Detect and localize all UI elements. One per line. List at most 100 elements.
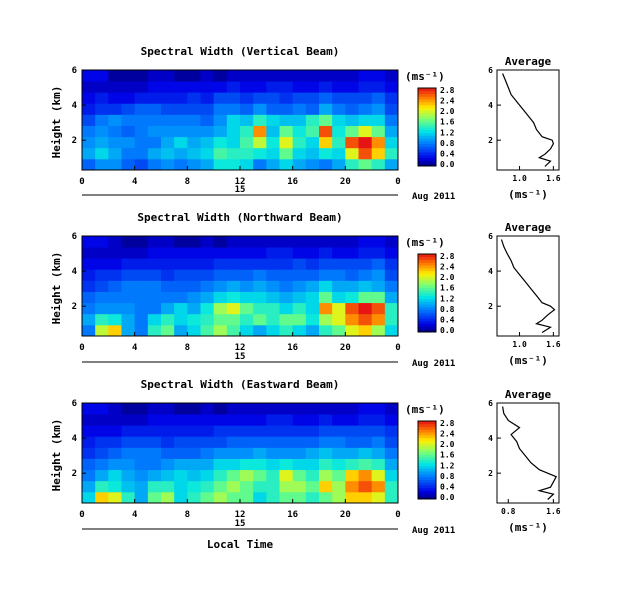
heatmap-cell: [161, 136, 175, 149]
heatmap-cell: [82, 247, 96, 259]
heatmap-cell: [305, 269, 320, 281]
x-tick-label: 4: [132, 343, 138, 353]
colorbar-swatch: [418, 451, 436, 455]
heatmap-cell: [187, 458, 201, 471]
heatmap-cell: [147, 236, 162, 248]
heatmap-cell: [305, 403, 320, 415]
heatmap-cell: [253, 291, 267, 304]
heatmap-cell: [384, 291, 399, 304]
heatmap-cell: [358, 302, 373, 315]
x-tick-label: 0: [395, 177, 400, 187]
heatmap-cell: [319, 447, 333, 459]
heatmap-cell: [134, 269, 149, 281]
colorbar-swatch: [418, 93, 436, 97]
heatmap-cell: [161, 480, 175, 493]
heatmap-cell: [292, 324, 307, 337]
heatmap-cell: [161, 403, 175, 415]
date-label: Aug 2011: [412, 526, 455, 536]
colorbar-swatch: [418, 496, 436, 500]
heatmap-cell: [82, 70, 96, 82]
heatmap-cell: [371, 147, 386, 160]
heatmap-cell: [121, 480, 136, 493]
heatmap-cell: [332, 458, 346, 471]
heatmap-cell: [253, 403, 267, 415]
heatmap-cell: [332, 125, 346, 138]
x-tick-label: 12: [235, 343, 246, 353]
panel-northward-beam: Spectral Width (Northward Beam) Height (…: [50, 211, 561, 369]
heatmap-cell: [332, 403, 346, 415]
heatmap-cell: [174, 458, 188, 471]
colorbar-swatch: [418, 254, 436, 258]
heatmap-cell: [134, 480, 149, 493]
heatmap-cell: [121, 447, 136, 459]
heatmap-cell: [147, 491, 162, 504]
heatmap-cell: [371, 81, 386, 93]
heatmap-cell: [134, 103, 149, 115]
heatmap-cell: [332, 258, 346, 270]
heatmap-cell: [226, 403, 241, 415]
heatmap-cell: [319, 136, 333, 149]
heatmap-cell: [305, 425, 320, 437]
heatmap-cell: [332, 491, 346, 504]
colorbar-swatch: [418, 482, 436, 486]
heatmap-cell: [332, 469, 346, 482]
heatmap-cell: [134, 324, 149, 337]
heatmap-cell: [332, 136, 346, 149]
heatmap-cell: [266, 70, 280, 82]
heatmap-cell: [292, 269, 307, 281]
heatmap-cell: [200, 280, 215, 292]
heatmap-cell: [345, 447, 359, 459]
heatmap-cell: [95, 136, 109, 149]
heatmap-cell: [253, 425, 267, 437]
heatmap-cell: [345, 491, 359, 504]
heatmap-cell: [187, 480, 201, 493]
heatmap-cell: [345, 136, 359, 149]
heatmap-cell: [371, 269, 386, 281]
heatmap-cell: [200, 447, 215, 459]
heatmap-cell: [279, 258, 294, 270]
heatmap-cell: [345, 436, 359, 448]
heatmap-cell: [371, 436, 386, 448]
colorbar-swatch: [418, 309, 436, 313]
avg-x-tick-label: 1.0: [512, 340, 527, 349]
heatmap-cell: [121, 280, 136, 292]
heatmap-cell: [305, 81, 320, 93]
heatmap-cell: [200, 103, 215, 115]
heatmap-cell: [200, 247, 215, 259]
heatmap-cell: [108, 236, 122, 248]
heatmap-cell: [226, 324, 241, 337]
heatmap-cell: [292, 436, 307, 448]
heatmap-cell: [319, 480, 333, 493]
heatmap-cell: [345, 458, 359, 471]
colorbar-tick-label: 0.0: [440, 326, 455, 335]
heatmap-cell: [147, 403, 162, 415]
heatmap-cell: [279, 125, 294, 138]
colorbar-swatch: [418, 468, 436, 472]
heatmap-cell: [279, 247, 294, 259]
heatmap-cell: [332, 313, 346, 326]
heatmap-cell: [161, 92, 175, 104]
heatmap-cell: [371, 469, 386, 482]
heatmap-cell: [292, 414, 307, 426]
heatmap-cell: [200, 136, 215, 149]
heatmap-cell: [332, 147, 346, 160]
heatmap-cell: [134, 302, 149, 315]
date-axis: 15 Aug 2011: [82, 352, 455, 369]
colorbar-swatch: [418, 471, 436, 475]
heatmap-grid: [82, 236, 399, 337]
heatmap-cell: [147, 269, 162, 281]
heatmap-cell: [108, 291, 122, 304]
heatmap-cell: [134, 469, 149, 482]
heatmap-cell: [253, 414, 267, 426]
heatmap-cell: [226, 491, 241, 504]
heatmap-cell: [200, 158, 215, 171]
heatmap-cell: [174, 81, 188, 93]
heatmap-cell: [82, 313, 96, 326]
heatmap-cell: [200, 147, 215, 160]
average-profile-line: [502, 73, 555, 167]
heatmap-cell: [253, 70, 267, 82]
heatmap-cell: [319, 302, 333, 315]
x-tick-label: 0: [79, 177, 84, 187]
heatmap-cell: [161, 103, 175, 115]
heatmap-cell: [319, 469, 333, 482]
